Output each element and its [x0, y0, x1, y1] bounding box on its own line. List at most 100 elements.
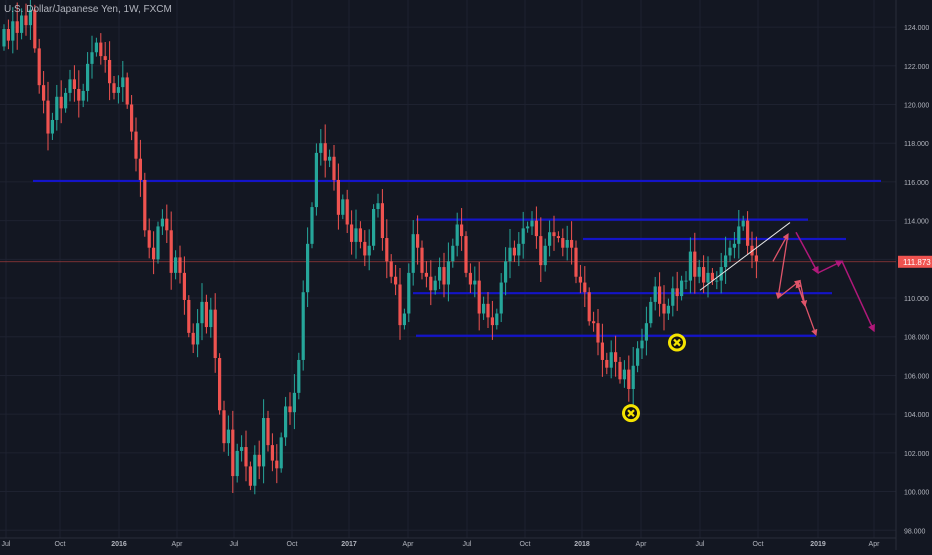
x-marker-stroke: [627, 409, 635, 417]
candle-body: [191, 332, 195, 345]
candle-body: [627, 369, 631, 389]
y-tick-label: 114.000: [904, 219, 929, 226]
candle-body: [297, 359, 301, 393]
candle-body: [644, 323, 648, 341]
candle-body: [649, 301, 653, 324]
candle-body: [587, 292, 591, 322]
candle-body: [754, 255, 758, 262]
candle-body: [640, 340, 644, 349]
x-tick-label: 2019: [810, 541, 826, 548]
projection-arrow-red: [775, 234, 789, 300]
x-tick-label: Apr: [636, 541, 648, 548]
candle-body: [125, 77, 129, 105]
candle-body: [746, 220, 750, 246]
x-marker-stroke: [673, 338, 681, 347]
candle-body: [28, 9, 32, 26]
candle-body: [86, 63, 90, 91]
candle-body: [222, 410, 226, 444]
candle-body: [354, 228, 358, 242]
candle-body: [561, 238, 565, 248]
x-tick-label: Jul: [2, 541, 11, 548]
candle-body: [499, 282, 503, 314]
candle-body: [231, 429, 235, 477]
x-tick-label: Oct: [55, 541, 66, 548]
candle-body: [270, 445, 274, 461]
candle-body: [697, 267, 701, 277]
candle-body: [666, 305, 670, 314]
candle-body: [570, 239, 574, 248]
candle-body: [33, 9, 37, 49]
price-axis[interactable]: 124.000 122.000 120.000 118.000 116.000 114.0…: [898, 25, 932, 535]
candle-body: [108, 59, 112, 84]
candle-body: [376, 203, 380, 210]
candle-body: [512, 247, 516, 256]
projection-arrow-red: [772, 233, 789, 262]
candle-body: [636, 348, 640, 366]
candle-body: [350, 224, 354, 242]
candle-body: [81, 90, 85, 101]
candle-body: [42, 85, 46, 101]
candle-body: [372, 209, 376, 246]
candle-body: [473, 280, 477, 285]
candle-body: [508, 247, 512, 262]
candle-body: [20, 15, 24, 33]
candle-body: [438, 267, 442, 281]
candle-body: [253, 454, 257, 486]
candle-body: [165, 218, 169, 231]
y-tick-label: 110.000: [904, 296, 929, 303]
candle-body: [486, 303, 490, 318]
candle-body: [724, 255, 728, 268]
time-axis[interactable]: Jul Oct 2016 Apr Jul Oct 2017 Apr Jul Oct 2018 Apr J…: [2, 541, 881, 548]
candle-body: [196, 323, 200, 345]
candle-body: [288, 406, 292, 413]
x-tick-label: Apr: [172, 541, 184, 548]
y-tick-label: 100.000: [904, 490, 929, 497]
candle-body: [367, 245, 371, 256]
candle-body: [292, 392, 296, 413]
candle-body: [402, 313, 406, 326]
candle-body: [552, 232, 556, 237]
candle-body: [680, 280, 684, 297]
chart-title: U.S. Dollar/Japanese Yen, 1W, FXCM: [4, 4, 172, 15]
candle-body: [702, 267, 706, 283]
trend-line: [699, 222, 791, 291]
candle-body: [596, 323, 600, 343]
candle-body: [121, 77, 125, 88]
candle-body: [385, 238, 389, 262]
candle-body: [614, 352, 618, 362]
candle-body: [235, 450, 239, 477]
candle-body: [574, 247, 578, 277]
candle-body: [732, 243, 736, 248]
candle-body: [130, 104, 134, 132]
candle-body: [341, 199, 345, 215]
projection-arrow-red: [796, 282, 818, 337]
candle-body: [710, 272, 714, 281]
candle-body: [328, 156, 332, 161]
candle-body: [275, 460, 279, 469]
projection-arrow-purple: [795, 231, 819, 275]
candle-body: [262, 418, 266, 467]
candle-body: [306, 243, 310, 293]
candle-body: [565, 239, 569, 248]
y-tick-label: 104.000: [904, 412, 929, 419]
candle-body: [429, 276, 433, 291]
candle-body: [200, 301, 204, 324]
candle-body: [662, 303, 666, 314]
candle-body: [455, 224, 459, 246]
y-tick-label: 122.000: [904, 64, 929, 71]
candle-body: [543, 245, 547, 266]
candle-body: [420, 247, 424, 273]
candle-body: [240, 447, 244, 451]
grid-lines: [0, 0, 897, 550]
x-tick-label: 2018: [574, 541, 590, 548]
x-tick-label: Apr: [869, 541, 881, 548]
candle-body: [495, 313, 499, 326]
candle-body: [407, 272, 411, 314]
candle-body: [433, 280, 437, 291]
candle-body: [389, 261, 393, 277]
candle-body: [548, 232, 552, 246]
candle-body: [226, 429, 230, 444]
candle-body: [134, 131, 138, 159]
